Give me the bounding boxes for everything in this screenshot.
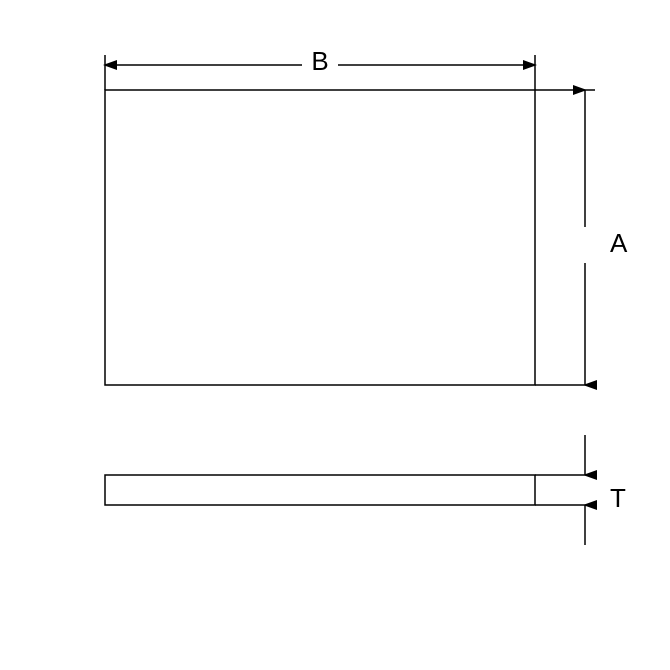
main-rectangle: [105, 90, 535, 385]
dimension-a-label: A: [610, 228, 628, 258]
dimension-b: B: [105, 46, 535, 90]
dimension-t: T: [535, 435, 626, 545]
side-rectangle: [105, 475, 535, 505]
dimension-t-label: T: [610, 483, 626, 513]
dimension-b-label: B: [311, 46, 328, 76]
dimension-diagram: B A T: [0, 0, 670, 670]
dimension-a: A: [535, 90, 628, 385]
